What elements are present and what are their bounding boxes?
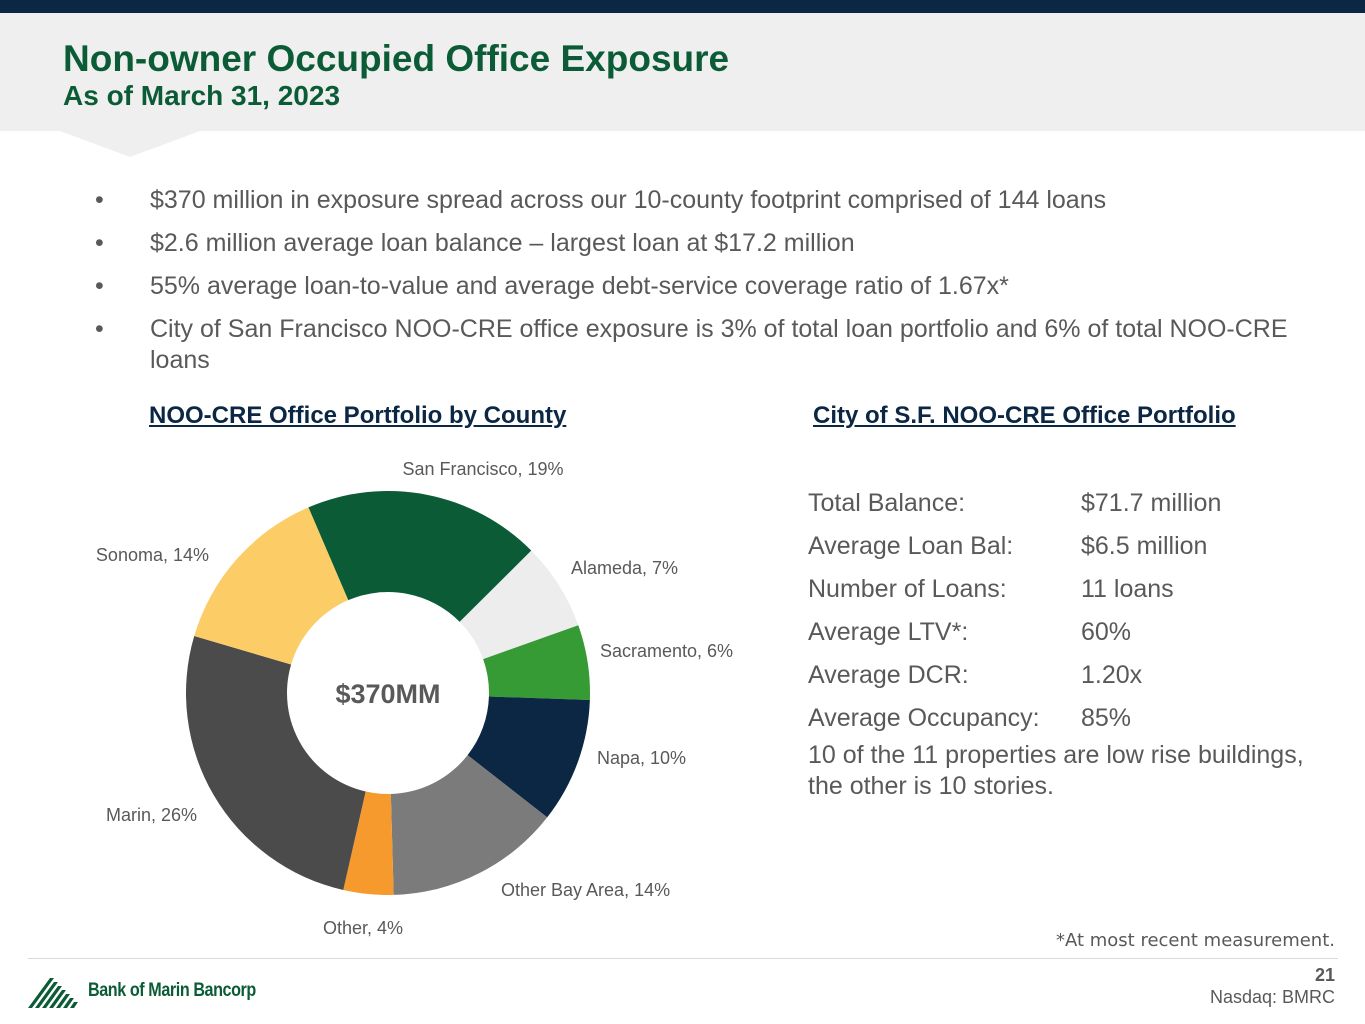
stat-value: 85% (1081, 704, 1132, 732)
stat-label: Average LTV*: (808, 618, 969, 646)
bullet-item: • 55% average loan-to-value and average d… (95, 271, 1315, 302)
donut-slice-other-bay-area (390, 755, 548, 895)
stat-row-number-of-loans: Number of Loans: 11 loans (808, 568, 1328, 611)
logo-text: Bank of Marin Bancorp (88, 980, 256, 1001)
stat-value: $71.7 million (1081, 489, 1222, 517)
slice-label-napa: Napa, 10% (597, 748, 686, 768)
stat-value: 1.20x (1081, 661, 1143, 689)
footnote: *At most recent measurement. (1055, 930, 1335, 951)
donut-slice-sonoma (194, 507, 349, 665)
top-bar (0, 0, 1365, 13)
donut-slice-marin (185, 635, 366, 890)
bullet-dot: • (95, 315, 104, 343)
page-number: 21 (1314, 965, 1335, 985)
header-band (0, 13, 1365, 131)
stat-value: 11 loans (1081, 575, 1174, 603)
bullet-text: $2.6 million average loan balance – larg… (150, 229, 855, 257)
stat-row-total-balance: Total Balance: $71.7 million (808, 482, 1328, 525)
donut-slice-sacramento (483, 625, 590, 701)
slice-label-san-francisco: San Francisco, 19% (402, 459, 563, 479)
donut-slice-alameda (459, 550, 579, 660)
bullet-item: • City of San Francisco NOO-CRE office ex… (95, 314, 1315, 376)
stat-row-average-occupancy: Average Occupancy: 85% (808, 697, 1328, 740)
stat-value: $6.5 million (1081, 532, 1208, 560)
bullet-item: • $2.6 million average loan balance – lar… (95, 228, 1315, 259)
donut-slice-san-francisco (308, 491, 532, 622)
donut-center-label: $370MM (335, 679, 440, 709)
bullet-text: 55% average loan-to-value and average de… (150, 272, 1009, 300)
properties-note: 10 of the 11 properties are low rise bui… (808, 741, 1304, 800)
slice-label-other: Other, 4% (323, 918, 403, 938)
county-donut-chart: San Francisco, 19% Alameda, 7% Sacramento,… (96, 459, 733, 938)
stat-row-average-ltv: Average LTV*: 60% (808, 611, 1328, 654)
header-notch (60, 131, 200, 157)
donut-slice-other (343, 791, 394, 895)
bullet-text: $370 million in exposure spread across o… (150, 186, 1107, 214)
company-logo: Bank of Marin Bancorp (28, 972, 285, 1010)
bank-logo-icon (28, 978, 78, 1008)
slice-label-sacramento: Sacramento, 6% (600, 641, 733, 661)
bullet-item: • $370 million in exposure spread across … (95, 185, 1315, 216)
bullet-dot: • (95, 272, 104, 300)
slice-label-other-bay-area: Other Bay Area, 14% (501, 880, 670, 900)
stat-label: Total Balance: (808, 489, 966, 517)
stat-row-average-loan-bal: Average Loan Bal: $6.5 million (808, 525, 1328, 568)
page-title: Non-owner Occupied Office Exposure (63, 38, 730, 79)
stat-label: Average Loan Bal: (808, 532, 1014, 560)
sf-stats-panel: Total Balance: $71.7 million Average Loa… (808, 482, 1328, 802)
ticker-label: Nasdaq: BMRC (1209, 987, 1335, 1007)
chart-section-title: NOO-CRE Office Portfolio by County (149, 402, 567, 429)
page-subtitle: As of March 31, 2023 (63, 80, 341, 111)
sf-portfolio-title: City of S.F. NOO-CRE Office Portfolio (813, 402, 1236, 429)
bullet-dot: • (95, 186, 104, 214)
slice-label-sonoma: Sonoma, 14% (96, 545, 209, 565)
footer-divider (28, 958, 1338, 959)
bullet-dot: • (95, 229, 104, 257)
stat-value: 60% (1081, 618, 1132, 646)
stat-label: Average Occupancy: (808, 704, 1040, 732)
bullet-list: • $370 million in exposure spread across … (95, 185, 1315, 388)
bullet-text: City of San Francisco NOO-CRE office exp… (150, 315, 1288, 374)
slice-label-marin: Marin, 26% (106, 805, 197, 825)
stat-row-average-dcr: Average DCR: 1.20x (808, 654, 1328, 697)
slice-label-alameda: Alameda, 7% (571, 558, 678, 578)
stat-label: Average DCR: (808, 661, 969, 689)
stat-label: Number of Loans: (808, 575, 1007, 603)
donut-slice-napa (467, 696, 590, 818)
